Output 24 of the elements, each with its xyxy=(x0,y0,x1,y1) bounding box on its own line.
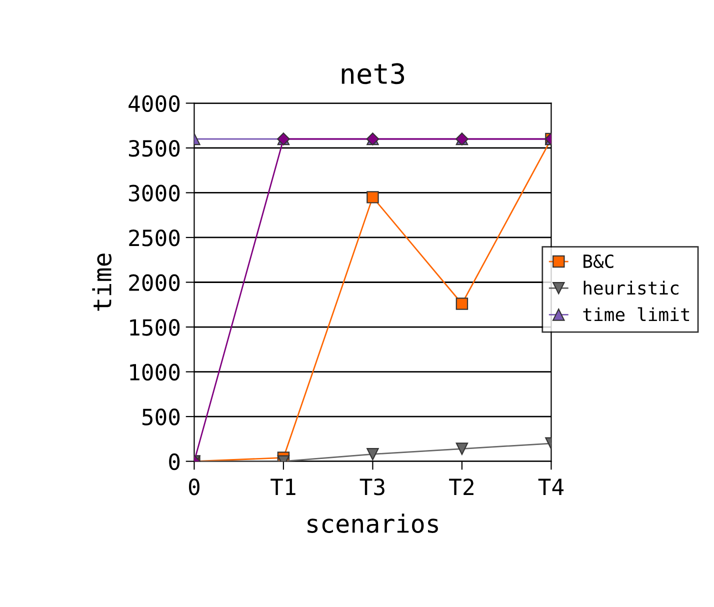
point xyxy=(366,191,379,204)
legend-label: heuristic xyxy=(584,280,678,295)
y-tick-label: 4000 xyxy=(128,95,180,112)
y-tick-label: 1500 xyxy=(130,319,180,336)
legend-label: B&C xyxy=(584,254,614,268)
x-axis-title: scenarios xyxy=(308,514,438,533)
point xyxy=(366,448,379,460)
x-tick-label: T4 xyxy=(538,478,564,495)
x-tick-label: T1 xyxy=(270,478,296,495)
y-tick-label: 2000 xyxy=(129,274,180,292)
y-tick-label: 1000 xyxy=(130,364,180,381)
y-tick-label: 3500 xyxy=(128,140,180,157)
x-tick-label: T2 xyxy=(449,478,474,495)
x-tick-label: 0 xyxy=(188,478,200,496)
x-tick-label: T3 xyxy=(360,478,384,496)
point xyxy=(456,298,468,310)
y-tick-label: 0 xyxy=(169,453,180,470)
y-tick-label: 3000 xyxy=(128,184,180,202)
y-tick-label: 500 xyxy=(142,408,180,426)
legend-label: time limit xyxy=(583,307,690,322)
y-tick-label: 2500 xyxy=(129,229,180,246)
y-axis-title: time xyxy=(92,254,112,311)
chart-title: net3 xyxy=(342,63,404,84)
point xyxy=(456,442,468,455)
